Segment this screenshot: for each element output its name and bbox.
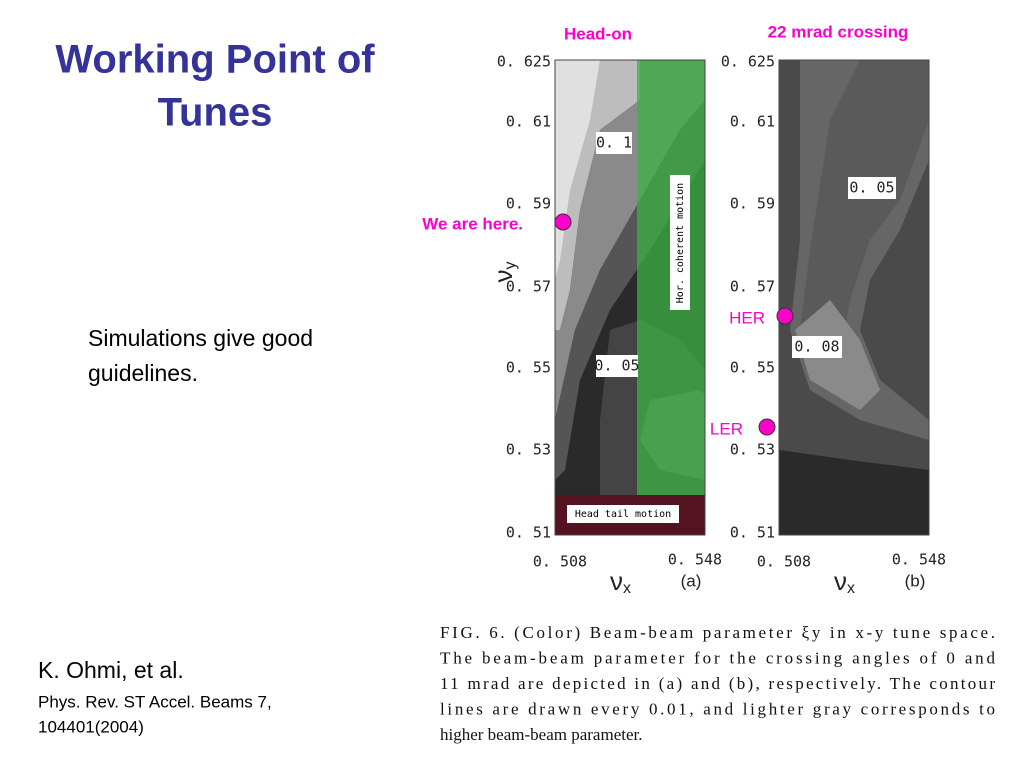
y-tick-label: 0. 53	[506, 441, 551, 459]
caption-line: 11 mrad are depicted in (a) and (b), res…	[440, 674, 995, 693]
contour-plot-b	[778, 59, 930, 536]
contour-label: 0. 05	[594, 357, 639, 375]
y-tick-label: 0. 59	[730, 195, 775, 213]
panel-label: (b)	[905, 571, 926, 590]
title: Working Point of	[55, 38, 375, 82]
marker-label: We are here.	[422, 214, 523, 233]
caption-line: higher beam-beam parameter.	[440, 725, 642, 744]
x-tick-label: 0. 508	[757, 553, 811, 571]
caption-line: lines are drawn every 0.01, and lighter …	[440, 699, 995, 718]
body-text: guidelines.	[88, 360, 198, 386]
reference-author: K. Ohmi, et al.	[38, 657, 184, 683]
annotation: Hor. coherent motion	[675, 183, 686, 303]
contour-plot-a	[554, 59, 706, 536]
y-tick-label: 0. 55	[506, 359, 551, 377]
axis-symbol: ν	[488, 270, 518, 283]
panel-heading: Head-on	[564, 24, 632, 43]
y-tick-label: 0. 625	[721, 53, 775, 71]
body-text: Simulations give good	[88, 325, 313, 351]
y-tick-label: 0. 51	[506, 524, 551, 542]
marker	[758, 418, 776, 436]
y-tick-label: 0. 53	[730, 441, 775, 459]
marker-label: HER	[729, 308, 765, 327]
y-tick-label: 0. 55	[730, 359, 775, 377]
panel-heading: 22 mrad crossing	[768, 22, 909, 41]
y-tick-label: 0. 61	[506, 113, 551, 131]
title: Tunes	[158, 91, 273, 135]
reference-citation: 104401(2004)	[38, 717, 144, 736]
x-tick-label: 0. 548	[668, 551, 722, 569]
panel-label: (a)	[681, 571, 702, 590]
axis-subscript: x	[847, 580, 855, 597]
reference-citation: Phys. Rev. ST Accel. Beams 7,	[38, 692, 272, 711]
y-tick-label: 0. 57	[730, 278, 775, 296]
axis-symbol: ν	[834, 566, 847, 596]
contour-label: 0. 05	[849, 179, 894, 197]
marker	[776, 307, 794, 325]
marker	[554, 213, 572, 231]
marker-label: LER	[710, 419, 743, 438]
axis-symbol: ν	[610, 566, 623, 596]
contour-label: 0. 1	[596, 134, 632, 152]
axis-subscript: x	[623, 580, 631, 597]
y-axis-label: νy	[488, 262, 519, 283]
annotation: Head tail motion	[575, 509, 671, 520]
y-tick-label: 0. 59	[506, 195, 551, 213]
axis-subscript: y	[502, 262, 519, 270]
y-tick-label: 0. 625	[497, 53, 551, 71]
x-tick-label: 0. 508	[533, 553, 587, 571]
y-tick-label: 0. 57	[506, 278, 551, 296]
caption-line: The beam-beam parameter for the crossing…	[440, 648, 996, 667]
x-axis-label: νx	[834, 566, 855, 597]
y-tick-label: 0. 51	[730, 524, 775, 542]
y-tick-label: 0. 61	[730, 113, 775, 131]
contour-label: 0. 08	[794, 338, 839, 356]
x-tick-label: 0. 548	[892, 551, 946, 569]
caption-line: FIG. 6. (Color) Beam-beam parameter ξy i…	[440, 623, 995, 642]
x-axis-label: νx	[610, 566, 631, 597]
